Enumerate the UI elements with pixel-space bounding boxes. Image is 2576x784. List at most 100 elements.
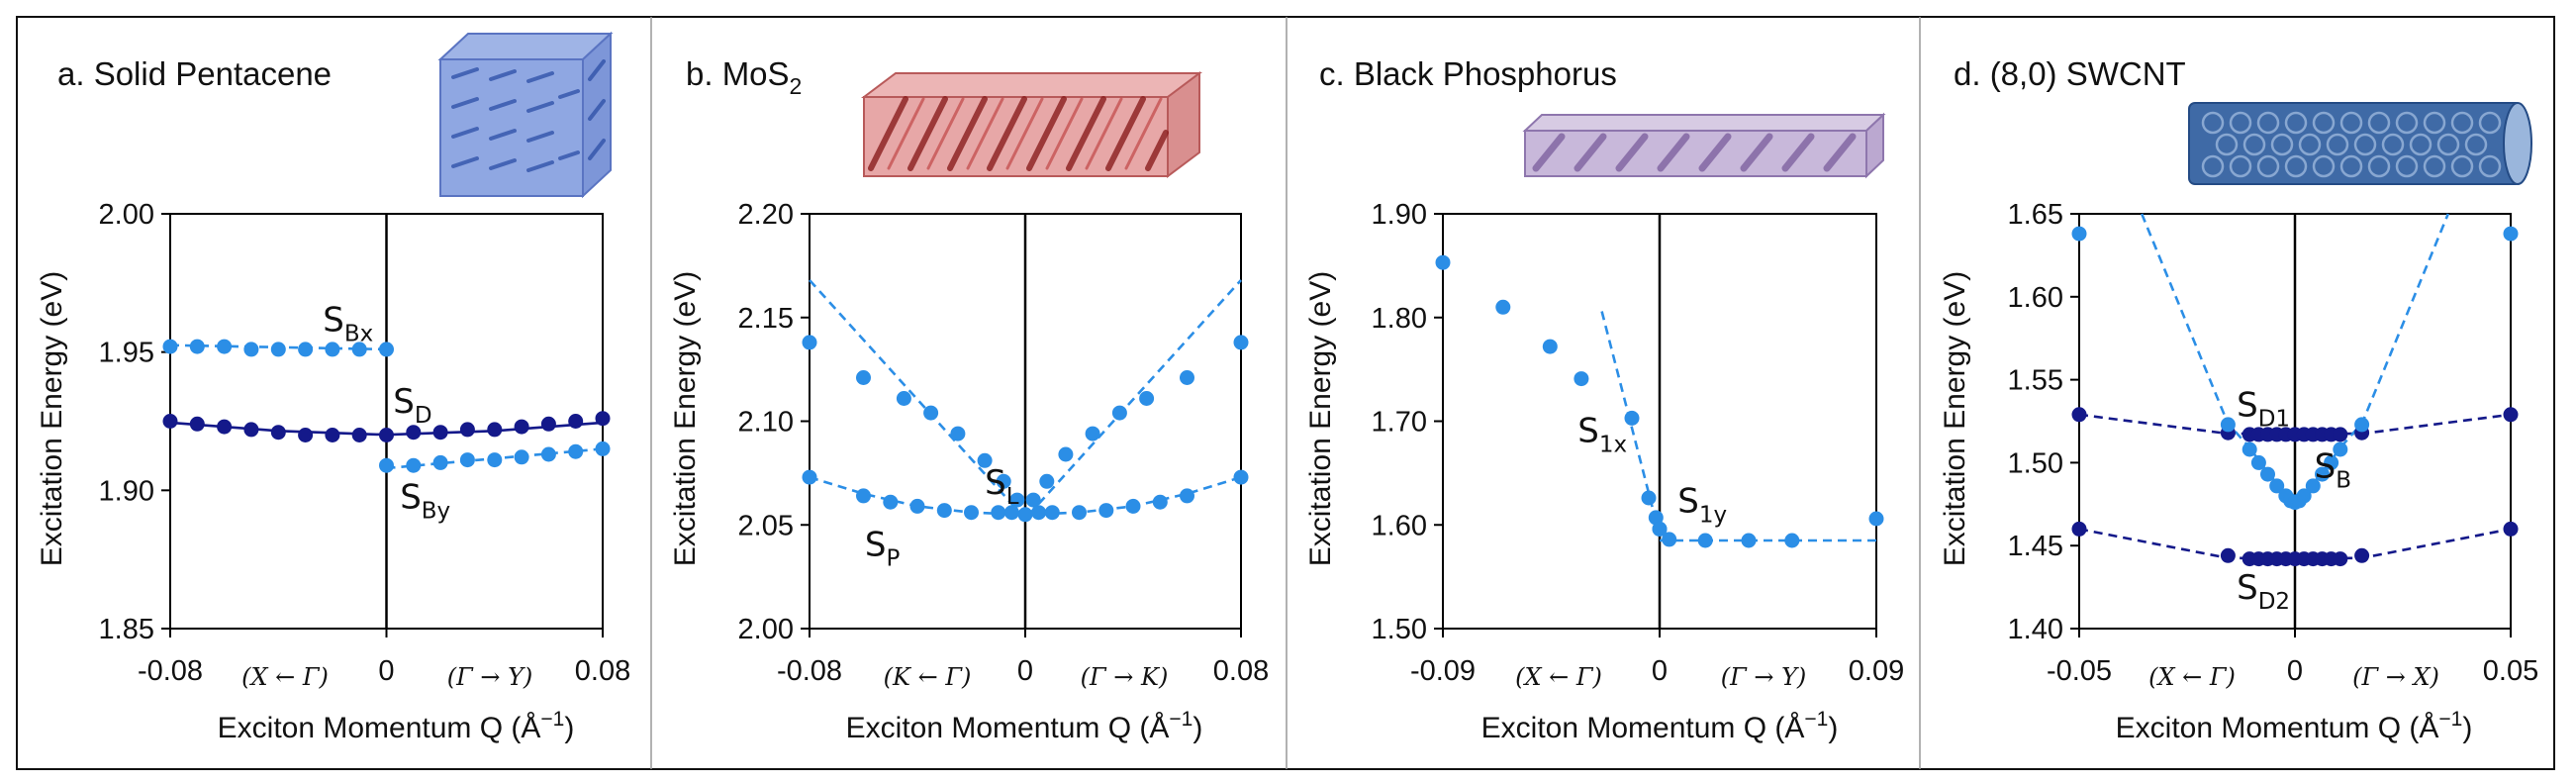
panel-b-title-text: b. MoS (686, 55, 790, 92)
panel-a-title: a. Solid Pentacene (57, 55, 332, 92)
y-tick-label: 2.00 (99, 199, 154, 231)
x-tick-label: 0 (378, 655, 394, 687)
data-point-s-d1 (2503, 407, 2519, 423)
panel-b-xlabel: Exciton Momentum Q (Å−1) (846, 708, 1203, 744)
data-point-s-d (568, 414, 584, 429)
data-point-s-1y (1662, 532, 1677, 547)
data-point-s-b (2269, 478, 2285, 494)
fit-line (809, 475, 1242, 517)
xlabel-end: ) (1193, 712, 1202, 744)
fit-line (2078, 413, 2512, 436)
x-tick-label: -0.08 (138, 655, 203, 687)
x-tick-label: -0.05 (2047, 655, 2112, 687)
data-point-s-p (1031, 505, 1047, 521)
xlabel-text: Exciton Momentum Q (Å (218, 712, 541, 744)
data-point-s-p (964, 505, 979, 521)
state-label: SD1 (2237, 386, 2290, 433)
data-point-s-by (406, 457, 422, 473)
panel-d: d. (8,0) SWCNT Excitation Energy (eV) Ex… (1939, 55, 2538, 744)
fit-line (809, 279, 1242, 521)
data-point-s-d2 (2220, 547, 2236, 563)
state-label: S1y (1677, 482, 1727, 529)
xlabel-end: ) (2462, 712, 2472, 744)
data-point-s-p (802, 469, 817, 485)
data-point-s-p (991, 505, 1006, 521)
data-point-s-bx (270, 342, 286, 357)
fit-line (2078, 528, 2512, 560)
data-point-s-bx (298, 342, 314, 357)
data-point-s-b (2260, 466, 2275, 482)
fit-line (1600, 311, 1662, 537)
xlabel-end: ) (1828, 712, 1838, 744)
data-point-s-1y (1741, 533, 1757, 548)
data-point-s-d (217, 419, 233, 435)
data-point-s-d2 (2333, 551, 2348, 567)
data-point-s-by (432, 454, 448, 470)
y-tick-label: 1.95 (99, 338, 154, 369)
data-point-s-1y (1784, 533, 1800, 548)
data-point-s-l (1233, 335, 1249, 350)
x-tick-label: -0.08 (777, 655, 842, 687)
y-tick-label: 1.90 (99, 475, 154, 507)
data-point-s-b (2220, 417, 2236, 433)
x-tick-label: 0.09 (1849, 655, 1904, 687)
y-tick-label: 2.20 (738, 199, 794, 231)
x-tick-label: 0.08 (575, 655, 630, 687)
data-point-s-bx (243, 342, 259, 357)
data-point-s-b (2250, 454, 2266, 470)
data-point-s-p (1017, 507, 1033, 523)
panel-a-ylabel: Excitation Energy (eV) (36, 271, 68, 566)
state-label-sub: D2 (2258, 589, 2290, 615)
data-point-s-p (1233, 469, 1249, 485)
data-point-s-p (856, 488, 871, 504)
panel-b-ylabel: Excitation Energy (eV) (669, 271, 702, 566)
state-label-main: S (393, 382, 415, 422)
data-point-s-p (1180, 488, 1194, 504)
data-point-s-d (270, 425, 286, 441)
data-point-s-l (977, 452, 993, 468)
y-tick-label: 1.85 (99, 614, 154, 645)
state-label-sub: B (2336, 468, 2351, 494)
state-label-sub: D (415, 403, 432, 429)
state-label-main: S (985, 463, 1006, 503)
state-label: SP (865, 526, 901, 572)
data-point-s-b (2324, 454, 2339, 470)
data-point-s-by (568, 443, 584, 459)
panel-a-direction-right: (Γ → Y) (447, 663, 533, 691)
data-point-s-l (1058, 446, 1074, 462)
panel-c-xlabel: Exciton Momentum Q (Å−1) (1481, 708, 1839, 744)
data-point-s-b (2305, 478, 2321, 494)
data-point-s-d (432, 425, 448, 441)
y-tick-label: 1.40 (2008, 614, 2063, 645)
data-point-s-1x (1495, 299, 1511, 315)
data-point-s-p (936, 503, 952, 519)
state-label-main: S (2237, 568, 2258, 608)
data-point-s-l (1009, 492, 1025, 508)
panel-c: c. Black Phosphorus Excitation Energy (e… (1304, 55, 1904, 744)
data-point-s-l (996, 473, 1011, 489)
data-point-s-1x (1641, 490, 1657, 506)
data-point-s-by (540, 446, 556, 462)
state-label-sub: L (1006, 484, 1019, 510)
data-point-s-1x (1435, 254, 1451, 270)
xlabel-sup: −1 (1804, 708, 1828, 731)
xlabel-sup: −1 (540, 708, 564, 731)
pentacene-crystal-icon (437, 31, 614, 199)
state-label-main: S (2315, 447, 2337, 487)
data-point-s-1y (1652, 521, 1668, 537)
data-point-s-l (1025, 492, 1041, 508)
data-point-s-b (2296, 488, 2312, 504)
data-point-s-b (2354, 417, 2370, 433)
state-label: SD2 (2237, 568, 2290, 615)
data-point-s-b (2071, 226, 2087, 242)
data-point-s-p (909, 498, 925, 514)
state-label-sub: 1y (1699, 503, 1727, 529)
data-point-s-b (2333, 441, 2348, 457)
data-point-s-l (1139, 391, 1155, 406)
data-point-s-d (298, 428, 314, 442)
y-tick-label: 2.05 (738, 510, 794, 541)
